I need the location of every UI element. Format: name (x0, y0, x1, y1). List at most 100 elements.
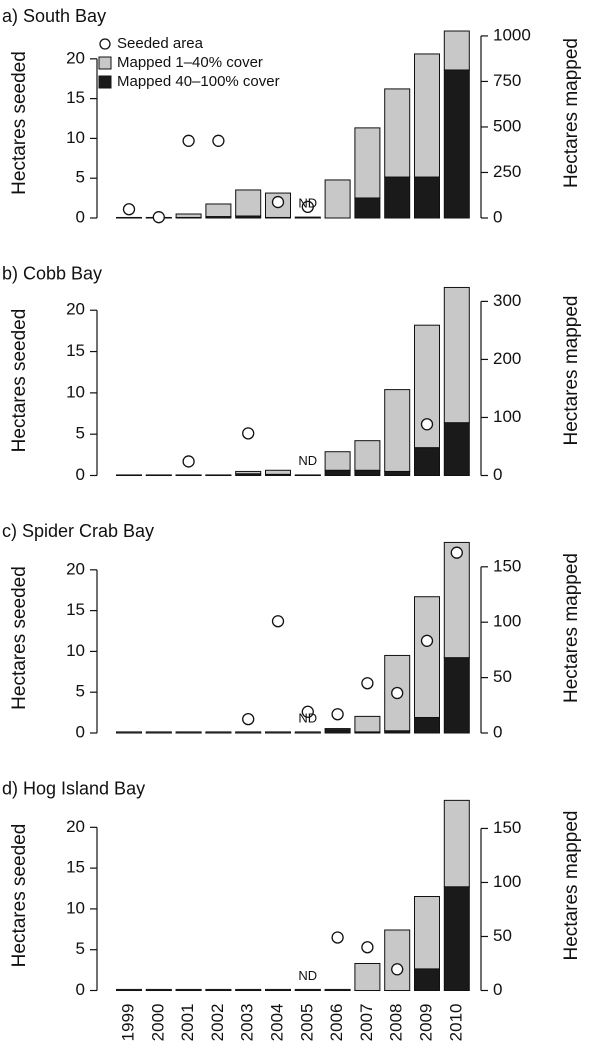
seeded-point (331, 931, 344, 944)
x-tick-label: 2009 (416, 1004, 435, 1042)
seeded-point (271, 615, 285, 628)
x-tick-label: 2008 (387, 1004, 406, 1042)
bar-segment (235, 988, 262, 992)
bar-segment (384, 389, 411, 472)
bar-segment (265, 731, 291, 734)
seeded-point (152, 211, 165, 224)
bar-segment (145, 988, 172, 992)
bar-segment (443, 799, 470, 888)
x-tick-label: 1999 (118, 1004, 137, 1042)
y-tick-label: 0 (76, 980, 85, 999)
bar-segment (414, 596, 440, 718)
bar-segment (294, 731, 321, 734)
seeded-point (391, 963, 404, 976)
bar-segment (116, 474, 142, 477)
bar-segment (354, 197, 381, 219)
y2-tick-label: 1000 (493, 25, 531, 44)
bar-segment (116, 216, 142, 219)
bar-segment (443, 541, 470, 659)
y2-tick-label: 0 (493, 980, 502, 999)
bar-segment (414, 53, 440, 178)
bar-segment (145, 474, 172, 477)
seeded-point (301, 200, 314, 214)
panel-title: c) Spider Crab Bay (2, 521, 154, 541)
y-axis-label: Hectares seeded (9, 51, 30, 195)
bar-segment (414, 447, 440, 476)
bar-segment (205, 474, 232, 477)
x-tick-label: 2007 (357, 1004, 376, 1042)
bar-segment (354, 440, 381, 471)
bar-segment (205, 203, 232, 218)
legend-label: Mapped 40–100% cover (117, 73, 280, 90)
y-tick-label: 20 (66, 817, 85, 836)
bar-segment (384, 176, 411, 219)
y-tick-label: 5 (76, 168, 85, 187)
bar-segment (235, 731, 262, 734)
bar-segment (384, 470, 411, 476)
seeded-point (242, 712, 255, 726)
bar-segment (414, 896, 440, 970)
y2-tick-label: 500 (493, 116, 521, 135)
panel-title: b) Cobb Bay (2, 263, 102, 283)
bar-segment (175, 213, 202, 218)
x-tick-label: 2010 (446, 1004, 465, 1042)
y-tick-label: 5 (76, 682, 85, 701)
panel-title: a) South Bay (2, 6, 106, 26)
y-tick-label: 5 (76, 939, 85, 958)
y-tick-label: 0 (76, 465, 85, 484)
bar-segment (443, 657, 470, 734)
y2-tick-label: 100 (493, 872, 521, 891)
bar-segment (354, 962, 381, 992)
bar-segment (443, 886, 470, 991)
y-tick-label: 10 (66, 128, 85, 147)
y2-tick-label: 150 (493, 818, 521, 837)
bar-segment (116, 988, 142, 992)
y2-tick-label: 100 (493, 407, 521, 426)
y2-axis-label: Hectares mapped (561, 553, 582, 703)
y-tick-label: 15 (66, 600, 85, 619)
y-tick-label: 10 (66, 898, 85, 917)
bar-segment (354, 127, 381, 199)
seeded-point (301, 705, 314, 718)
y-tick-label: 10 (66, 641, 85, 660)
bar-segment (443, 69, 470, 219)
annotation: ND (298, 453, 317, 468)
bar-segment (294, 474, 321, 477)
y2-tick-label: 750 (493, 71, 521, 90)
y2-tick-label: 250 (493, 162, 521, 181)
y-tick-label: 0 (76, 722, 85, 741)
y-tick-label: 5 (76, 424, 85, 443)
seeded-point (271, 195, 285, 209)
legend-marker (98, 75, 112, 89)
seeded-point (331, 708, 344, 721)
y-tick-label: 15 (66, 858, 85, 877)
y2-tick-label: 100 (493, 612, 521, 631)
y2-tick-label: 0 (493, 722, 502, 741)
seeded-point (212, 134, 225, 147)
y-axis-label: Hectares seeded (9, 566, 30, 710)
bar-segment (265, 988, 291, 992)
seeded-point (391, 686, 404, 700)
y-tick-label: 15 (66, 341, 85, 360)
bar-segment (294, 216, 321, 219)
bar-segment (235, 189, 262, 217)
bar-segment (354, 469, 381, 477)
bar-segment (205, 731, 232, 734)
x-tick-label: 2006 (327, 1004, 346, 1042)
bar-segment (235, 470, 262, 475)
x-tick-label: 2004 (267, 1004, 286, 1042)
seeded-point (182, 134, 195, 147)
y2-tick-label: 200 (493, 349, 521, 368)
y2-tick-label: 300 (493, 291, 521, 310)
bar-segment (384, 929, 411, 992)
bar-segment (324, 179, 351, 219)
y2-tick-label: 150 (493, 556, 521, 575)
y-tick-label: 0 (76, 207, 85, 226)
annotation: ND (298, 710, 317, 725)
bar-segment (175, 988, 202, 992)
seeded-point (361, 941, 374, 954)
x-tick-label: 2005 (297, 1004, 316, 1042)
y2-axis-label: Hectares mapped (561, 296, 582, 446)
y2-tick-label: 50 (493, 926, 512, 945)
bar-segment (443, 286, 470, 424)
